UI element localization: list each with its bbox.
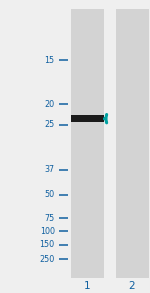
Bar [70, 9, 104, 278]
Text: 1: 1 [84, 281, 90, 291]
Text: 50: 50 [45, 190, 55, 199]
Bar [116, 9, 148, 278]
Text: 100: 100 [40, 227, 55, 236]
Text: 75: 75 [45, 214, 55, 223]
Text: 15: 15 [45, 56, 55, 64]
Text: 2: 2 [129, 281, 135, 291]
Bar [70, 115, 104, 122]
Text: 250: 250 [39, 255, 55, 264]
Text: 37: 37 [45, 166, 55, 174]
Text: 150: 150 [40, 240, 55, 249]
Text: 20: 20 [45, 100, 55, 108]
Text: 25: 25 [45, 120, 55, 129]
